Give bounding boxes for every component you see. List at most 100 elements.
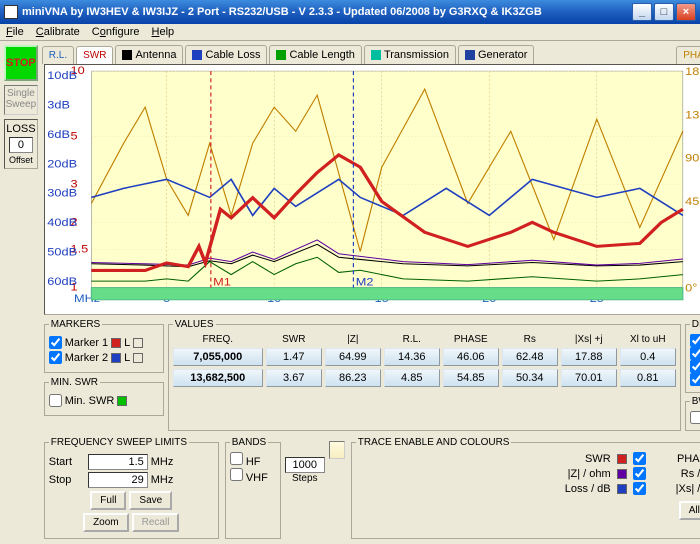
values-header: Xl to uH bbox=[620, 334, 676, 345]
maximize-button[interactable]: □ bbox=[654, 3, 674, 21]
svg-text:20dB: 20dB bbox=[47, 157, 77, 170]
values-header: R.L. bbox=[384, 334, 440, 345]
svg-text:60dB: 60dB bbox=[47, 275, 77, 288]
svg-text:90°: 90° bbox=[685, 152, 700, 165]
values-cell: 70.01 bbox=[561, 369, 617, 387]
display-panel: DISPLAY Loss x2 Full Xc / Xl 50 ohm bbox=[685, 319, 700, 393]
tab-cableloss[interactable]: Cable Loss bbox=[185, 45, 267, 64]
values-header: FREQ. bbox=[173, 334, 263, 345]
svg-text:5: 5 bbox=[70, 129, 77, 142]
trace-enable-c_loss[interactable] bbox=[633, 482, 646, 495]
values-cell: 54.85 bbox=[443, 369, 499, 387]
save-button[interactable]: Save bbox=[129, 491, 172, 510]
zoom-button[interactable]: Zoom bbox=[83, 513, 129, 532]
xcxl-checkbox[interactable] bbox=[690, 360, 700, 373]
menu-bar: File Calibrate Configure Help bbox=[0, 24, 700, 41]
trace-enable-c_swr[interactable] bbox=[633, 452, 646, 465]
svg-text:40dB: 40dB bbox=[47, 216, 77, 229]
values-header: SWR bbox=[266, 334, 322, 345]
marker2-label: Marker 2 bbox=[65, 352, 108, 364]
values-cell: 4.85 bbox=[384, 369, 440, 387]
values-cell: 17.88 bbox=[561, 348, 617, 366]
values-cell: 7,055,000 bbox=[173, 348, 263, 366]
tab-swr[interactable]: SWR bbox=[76, 46, 113, 64]
svg-text:180°: 180° bbox=[685, 65, 700, 78]
freq-sweep-panel: FREQUENCY SWEEP LIMITS Start 1.5 MHz Sto… bbox=[44, 437, 219, 539]
all-button[interactable]: All bbox=[679, 501, 700, 520]
generator-icon bbox=[465, 50, 475, 60]
window-title: miniVNA by IW3HEV & IW3IJZ - 2 Port - RS… bbox=[22, 6, 542, 18]
markers-panel: MARKERS Marker 1 L Marker 2 L bbox=[44, 319, 164, 373]
trace-color-c_loss[interactable] bbox=[617, 484, 627, 494]
values-header: |Z| bbox=[325, 334, 381, 345]
marker1-checkbox[interactable] bbox=[49, 336, 62, 349]
steps-input[interactable]: 1000 bbox=[285, 457, 325, 473]
full-checkbox[interactable] bbox=[690, 347, 700, 360]
bwq-enable-checkbox[interactable] bbox=[690, 411, 700, 424]
single-sweep-button[interactable]: Single Sweep bbox=[4, 85, 38, 115]
values-cell: 62.48 bbox=[502, 348, 558, 366]
loss-panel: LOSS 0 Offset bbox=[4, 119, 38, 169]
ohm50-checkbox[interactable] bbox=[690, 373, 700, 386]
stop-button[interactable]: STOP bbox=[4, 45, 38, 81]
stop-freq-input[interactable]: 29 bbox=[88, 472, 148, 488]
menu-file[interactable]: File bbox=[6, 26, 24, 38]
vhf-checkbox[interactable] bbox=[230, 468, 243, 481]
tab-rl[interactable]: R.L. bbox=[42, 46, 74, 64]
start-freq-input[interactable]: 1.5 bbox=[88, 454, 148, 470]
trace-label-xs: |Xs| / ohm bbox=[676, 483, 700, 495]
values-header: |Xs| +j bbox=[561, 334, 617, 345]
marker2-checkbox[interactable] bbox=[49, 351, 62, 364]
minimize-button[interactable]: _ bbox=[632, 3, 652, 21]
marker1-color[interactable] bbox=[111, 338, 121, 348]
svg-text:3dB: 3dB bbox=[47, 98, 70, 111]
minswr-color[interactable] bbox=[117, 396, 127, 406]
svg-text:30dB: 30dB bbox=[47, 186, 77, 199]
trace-label-phase: PHASE /° bbox=[676, 453, 700, 465]
tab-phase[interactable]: PHASE bbox=[676, 46, 700, 64]
values-cell: 64.99 bbox=[325, 348, 381, 366]
svg-text:6dB: 6dB bbox=[47, 128, 70, 141]
marker2-L-color[interactable] bbox=[133, 353, 143, 363]
progress-bar bbox=[329, 441, 345, 459]
bwq-panel: BW and Q Enable bbox=[685, 396, 700, 431]
values-cell: 0.81 bbox=[620, 369, 676, 387]
full-button[interactable]: Full bbox=[90, 491, 126, 510]
loss-label: LOSS bbox=[6, 123, 36, 135]
svg-text:0°: 0° bbox=[685, 281, 697, 294]
lossx2-checkbox[interactable] bbox=[690, 334, 700, 347]
minswr-checkbox[interactable] bbox=[49, 394, 62, 407]
svg-text:135°: 135° bbox=[685, 108, 700, 121]
values-header: PHASE bbox=[443, 334, 499, 345]
tab-transmission[interactable]: Transmission bbox=[364, 45, 456, 64]
cablelen-icon bbox=[276, 50, 286, 60]
tab-cablelen[interactable]: Cable Length bbox=[269, 45, 361, 64]
values-cell: 14.36 bbox=[384, 348, 440, 366]
hf-checkbox[interactable] bbox=[230, 452, 243, 465]
loss-value: 0 bbox=[9, 137, 33, 153]
svg-text:50dB: 50dB bbox=[47, 245, 77, 258]
recall-button[interactable]: Recall bbox=[132, 513, 180, 532]
marker2-color[interactable] bbox=[111, 353, 121, 363]
trace-enable-c_izi[interactable] bbox=[633, 467, 646, 480]
values-header: Rs bbox=[502, 334, 558, 345]
marker1-label: Marker 1 bbox=[65, 337, 108, 349]
values-cell: 3.67 bbox=[266, 369, 322, 387]
menu-help[interactable]: Help bbox=[152, 26, 175, 38]
trace-color-c_swr[interactable] bbox=[617, 454, 627, 464]
values-cell: 0.4 bbox=[620, 348, 676, 366]
window-titlebar: miniVNA by IW3HEV & IW3IJZ - 2 Port - RS… bbox=[0, 0, 700, 24]
trace-label-loss: Loss / dB bbox=[565, 483, 611, 495]
cableloss-icon bbox=[192, 50, 202, 60]
tab-generator[interactable]: Generator bbox=[458, 45, 535, 64]
marker1-L-color[interactable] bbox=[133, 338, 143, 348]
tab-antenna[interactable]: Antenna bbox=[115, 45, 183, 64]
menu-calibrate[interactable]: Calibrate bbox=[36, 26, 80, 38]
bands-panel: BANDS HF VHF bbox=[225, 437, 281, 539]
trace-color-c_izi[interactable] bbox=[617, 469, 627, 479]
close-button[interactable]: × bbox=[676, 3, 696, 21]
values-panel: VALUES FREQ.SWR|Z|R.L.PHASERs|Xs| +jXl t… bbox=[168, 319, 681, 431]
antenna-icon bbox=[122, 50, 132, 60]
menu-configure[interactable]: Configure bbox=[92, 26, 140, 38]
values-cell: 1.47 bbox=[266, 348, 322, 366]
